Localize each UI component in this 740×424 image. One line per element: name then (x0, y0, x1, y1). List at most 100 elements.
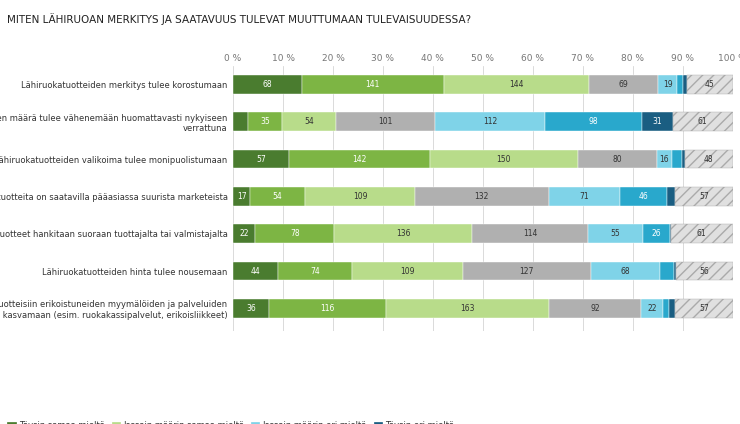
Bar (233, 150, 289, 168)
Bar (283, 112, 335, 131)
Bar (248, 112, 283, 131)
Text: 61: 61 (697, 229, 707, 238)
Legend: Täysin samaa mieltä, Samaa mieltä, Jossain määrin samaa mieltä, Ei samaa eikä er: Täysin samaa mieltä, Samaa mieltä, Jossa… (7, 421, 454, 424)
Bar (415, 187, 548, 206)
Text: 16: 16 (659, 154, 669, 164)
Bar (429, 150, 578, 168)
Text: 54: 54 (273, 192, 283, 201)
Bar (588, 75, 658, 94)
Text: 68: 68 (263, 80, 272, 89)
Bar (658, 75, 677, 94)
Text: 144: 144 (509, 80, 523, 89)
Bar (549, 299, 642, 318)
Text: 142: 142 (352, 154, 366, 164)
Bar (676, 262, 733, 280)
Bar (676, 299, 733, 318)
Text: 57: 57 (256, 154, 266, 164)
Text: 44: 44 (250, 267, 260, 276)
Text: 98: 98 (589, 117, 599, 126)
Bar (233, 262, 278, 280)
Text: 35: 35 (260, 117, 270, 126)
Bar (685, 150, 733, 168)
Bar (443, 75, 588, 94)
Text: 19: 19 (663, 80, 673, 89)
Bar (302, 75, 443, 94)
Text: 141: 141 (366, 80, 380, 89)
Text: 114: 114 (522, 229, 537, 238)
Bar (472, 224, 588, 243)
Bar (642, 299, 663, 318)
Text: 26: 26 (652, 229, 662, 238)
Text: 56: 56 (699, 267, 709, 276)
Bar (278, 262, 352, 280)
Text: 17: 17 (237, 192, 246, 201)
Text: 78: 78 (290, 229, 300, 238)
Bar (642, 112, 673, 131)
Bar (588, 224, 644, 243)
Text: 163: 163 (460, 304, 474, 313)
Bar (687, 75, 733, 94)
Text: 48: 48 (704, 154, 713, 164)
Text: 92: 92 (591, 304, 600, 313)
Bar (675, 187, 733, 206)
Text: MITEN LÄHIRUOAN MERKITYS JA SAATAVUUS TULEVAT MUUTTUMAAN TULEVAISUUDESSA?: MITEN LÄHIRUOAN MERKITYS JA SAATAVUUS TU… (7, 13, 471, 25)
Bar (591, 262, 660, 280)
Bar (545, 112, 642, 131)
Bar (663, 299, 670, 318)
Bar (682, 150, 685, 168)
Bar (462, 262, 591, 280)
Bar (233, 187, 250, 206)
Bar (289, 150, 429, 168)
Bar (233, 224, 255, 243)
Bar (233, 75, 302, 94)
Text: 31: 31 (653, 117, 662, 126)
Text: 46: 46 (639, 192, 648, 201)
Text: 54: 54 (304, 117, 314, 126)
Bar (386, 299, 549, 318)
Bar (578, 150, 656, 168)
Text: 22: 22 (240, 229, 249, 238)
Bar (673, 112, 733, 131)
Bar (673, 150, 682, 168)
Bar (548, 187, 620, 206)
Text: 36: 36 (246, 304, 256, 313)
Text: 45: 45 (705, 80, 715, 89)
Bar (667, 187, 675, 206)
Text: 109: 109 (353, 192, 367, 201)
Text: 61: 61 (698, 117, 707, 126)
Text: 22: 22 (648, 304, 657, 313)
Bar (670, 299, 676, 318)
Bar (656, 150, 673, 168)
Bar (269, 299, 386, 318)
Bar (250, 187, 305, 206)
Bar (335, 112, 435, 131)
Bar (644, 224, 670, 243)
Text: 127: 127 (519, 267, 534, 276)
Text: 68: 68 (621, 267, 630, 276)
Text: 136: 136 (396, 229, 411, 238)
Bar (677, 75, 683, 94)
Text: 57: 57 (699, 304, 709, 313)
Bar (674, 262, 676, 280)
Bar (660, 262, 674, 280)
Bar (233, 112, 248, 131)
Bar (334, 224, 472, 243)
Bar (255, 224, 334, 243)
Bar (683, 75, 687, 94)
Text: 101: 101 (378, 117, 392, 126)
Text: 69: 69 (619, 80, 628, 89)
Bar (670, 224, 733, 243)
Text: 57: 57 (699, 192, 709, 201)
Text: 116: 116 (320, 304, 334, 313)
Text: 132: 132 (474, 192, 489, 201)
Bar (305, 187, 415, 206)
Text: 74: 74 (310, 267, 320, 276)
Text: 109: 109 (400, 267, 415, 276)
Text: 80: 80 (612, 154, 622, 164)
Bar (352, 262, 462, 280)
Text: 150: 150 (497, 154, 511, 164)
Bar (620, 187, 667, 206)
Text: 112: 112 (483, 117, 497, 126)
Text: 71: 71 (579, 192, 589, 201)
Bar (435, 112, 545, 131)
